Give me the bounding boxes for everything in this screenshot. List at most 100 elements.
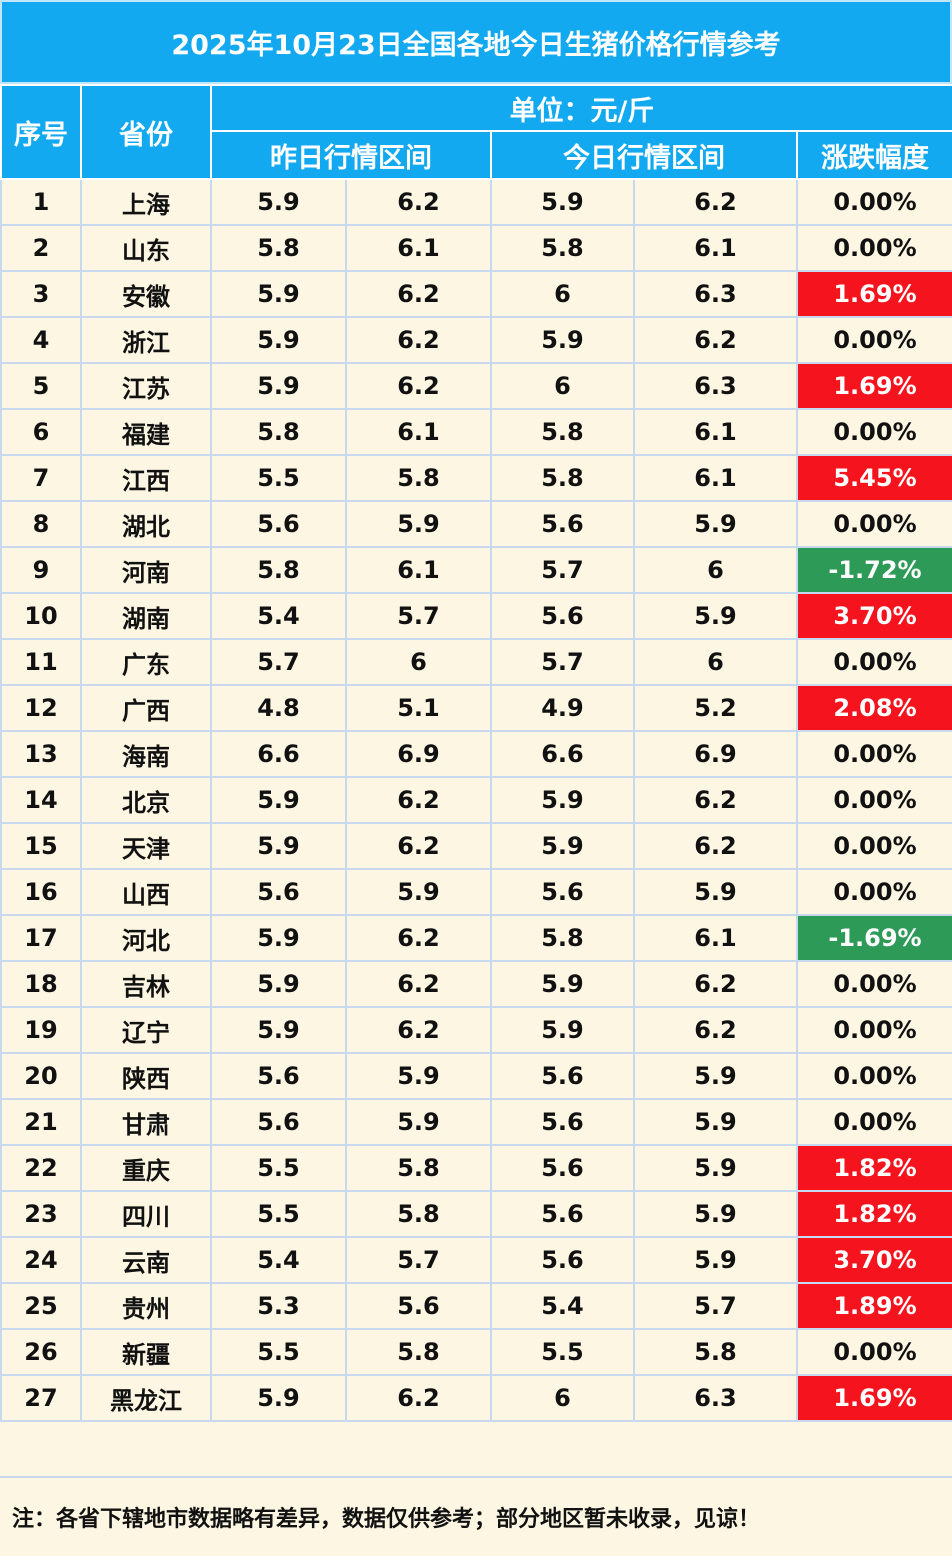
yesterday-high: 6.1 bbox=[345, 224, 492, 272]
yesterday-high: 5.9 bbox=[345, 868, 492, 916]
yesterday-high: 6.2 bbox=[345, 178, 492, 226]
yesterday-high: 6.2 bbox=[345, 1374, 492, 1422]
today-high: 5.9 bbox=[633, 500, 798, 548]
page-title: 2025年10月23日全国各地今日生猪价格行情参考 bbox=[0, 0, 952, 84]
row-province: 天津 bbox=[80, 822, 212, 870]
yesterday-low: 5.6 bbox=[210, 1052, 347, 1100]
header-index: 序号 bbox=[0, 84, 82, 180]
yesterday-high: 6.9 bbox=[345, 730, 492, 778]
yesterday-high: 5.8 bbox=[345, 1144, 492, 1192]
row-index: 15 bbox=[0, 822, 82, 870]
today-low: 5.6 bbox=[490, 1098, 635, 1146]
table-row: 5 江苏 5.9 6.2 6 6.3 1.69% bbox=[0, 362, 952, 410]
yesterday-low: 5.5 bbox=[210, 454, 347, 502]
today-low: 6.6 bbox=[490, 730, 635, 778]
table-row: 4 浙江 5.9 6.2 5.9 6.2 0.00% bbox=[0, 316, 952, 364]
today-low: 6 bbox=[490, 1374, 635, 1422]
price-table: 序号 省份 单位：元/斤 昨日行情区间 今日行情区间 涨跌幅度 1 上海 5.9 6.… bbox=[0, 84, 952, 1422]
header-change: 涨跌幅度 bbox=[796, 130, 952, 180]
table-row: 14 北京 5.9 6.2 5.9 6.2 0.00% bbox=[0, 776, 952, 824]
yesterday-low: 5.9 bbox=[210, 960, 347, 1008]
table-row: 7 江西 5.5 5.8 5.8 6.1 5.45% bbox=[0, 454, 952, 502]
row-index: 18 bbox=[0, 960, 82, 1008]
yesterday-high: 6.2 bbox=[345, 1006, 492, 1054]
today-low: 5.5 bbox=[490, 1328, 635, 1376]
today-low: 5.8 bbox=[490, 408, 635, 456]
change-percent: 3.70% bbox=[796, 1236, 952, 1284]
row-province: 吉林 bbox=[80, 960, 212, 1008]
row-index: 22 bbox=[0, 1144, 82, 1192]
table-row: 12 广西 4.8 5.1 4.9 5.2 2.08% bbox=[0, 684, 952, 732]
yesterday-high: 6.2 bbox=[345, 270, 492, 318]
yesterday-low: 5.6 bbox=[210, 868, 347, 916]
row-index: 7 bbox=[0, 454, 82, 502]
today-low: 4.9 bbox=[490, 684, 635, 732]
yesterday-low: 5.6 bbox=[210, 500, 347, 548]
today-high: 6.1 bbox=[633, 914, 798, 962]
yesterday-low: 5.5 bbox=[210, 1190, 347, 1238]
change-percent: 1.82% bbox=[796, 1144, 952, 1192]
table-row: 8 湖北 5.6 5.9 5.6 5.9 0.00% bbox=[0, 500, 952, 548]
today-high: 5.9 bbox=[633, 592, 798, 640]
yesterday-high: 6.2 bbox=[345, 316, 492, 364]
today-high: 6.2 bbox=[633, 960, 798, 1008]
yesterday-low: 5.9 bbox=[210, 914, 347, 962]
row-province: 福建 bbox=[80, 408, 212, 456]
table-row: 1 上海 5.9 6.2 5.9 6.2 0.00% bbox=[0, 178, 952, 226]
row-index: 16 bbox=[0, 868, 82, 916]
row-province: 新疆 bbox=[80, 1328, 212, 1376]
row-index: 24 bbox=[0, 1236, 82, 1284]
row-index: 25 bbox=[0, 1282, 82, 1330]
table-row: 13 海南 6.6 6.9 6.6 6.9 0.00% bbox=[0, 730, 952, 778]
today-high: 6.2 bbox=[633, 1006, 798, 1054]
yesterday-low: 5.4 bbox=[210, 1236, 347, 1284]
change-percent: 0.00% bbox=[796, 1098, 952, 1146]
row-province: 河南 bbox=[80, 546, 212, 594]
change-percent: 1.89% bbox=[796, 1282, 952, 1330]
table-body: 1 上海 5.9 6.2 5.9 6.2 0.00% 2 山东 5.8 6.1 5.8 6.1 0.00%… bbox=[0, 178, 952, 1422]
yesterday-high: 5.9 bbox=[345, 1052, 492, 1100]
table-row: 9 河南 5.8 6.1 5.7 6 -1.72% bbox=[0, 546, 952, 594]
table-row: 17 河北 5.9 6.2 5.8 6.1 -1.69% bbox=[0, 914, 952, 962]
yesterday-high: 6.2 bbox=[345, 822, 492, 870]
today-high: 5.9 bbox=[633, 868, 798, 916]
change-percent: -1.72% bbox=[796, 546, 952, 594]
row-province: 山西 bbox=[80, 868, 212, 916]
row-province: 上海 bbox=[80, 178, 212, 226]
yesterday-low: 5.8 bbox=[210, 224, 347, 272]
header-province: 省份 bbox=[80, 84, 212, 180]
table-row: 18 吉林 5.9 6.2 5.9 6.2 0.00% bbox=[0, 960, 952, 1008]
row-province: 广东 bbox=[80, 638, 212, 686]
yesterday-low: 5.5 bbox=[210, 1144, 347, 1192]
row-province: 甘肃 bbox=[80, 1098, 212, 1146]
yesterday-low: 6.6 bbox=[210, 730, 347, 778]
row-index: 13 bbox=[0, 730, 82, 778]
change-percent: 3.70% bbox=[796, 592, 952, 640]
row-index: 2 bbox=[0, 224, 82, 272]
change-percent: 0.00% bbox=[796, 500, 952, 548]
table-row: 22 重庆 5.5 5.8 5.6 5.9 1.82% bbox=[0, 1144, 952, 1192]
today-low: 5.6 bbox=[490, 592, 635, 640]
yesterday-low: 5.9 bbox=[210, 270, 347, 318]
today-high: 6.1 bbox=[633, 408, 798, 456]
change-percent: 0.00% bbox=[796, 822, 952, 870]
change-percent: 0.00% bbox=[796, 224, 952, 272]
today-low: 5.7 bbox=[490, 638, 635, 686]
row-index: 21 bbox=[0, 1098, 82, 1146]
row-index: 1 bbox=[0, 178, 82, 226]
today-high: 6.2 bbox=[633, 776, 798, 824]
row-province: 湖北 bbox=[80, 500, 212, 548]
today-low: 5.6 bbox=[490, 1052, 635, 1100]
today-low: 5.9 bbox=[490, 822, 635, 870]
change-percent: 0.00% bbox=[796, 638, 952, 686]
table-row: 24 云南 5.4 5.7 5.6 5.9 3.70% bbox=[0, 1236, 952, 1284]
row-province: 海南 bbox=[80, 730, 212, 778]
row-index: 3 bbox=[0, 270, 82, 318]
today-low: 5.6 bbox=[490, 1190, 635, 1238]
yesterday-high: 5.9 bbox=[345, 500, 492, 548]
yesterday-high: 6.2 bbox=[345, 362, 492, 410]
today-high: 6 bbox=[633, 638, 798, 686]
today-low: 6 bbox=[490, 362, 635, 410]
today-low: 5.9 bbox=[490, 316, 635, 364]
row-province: 重庆 bbox=[80, 1144, 212, 1192]
